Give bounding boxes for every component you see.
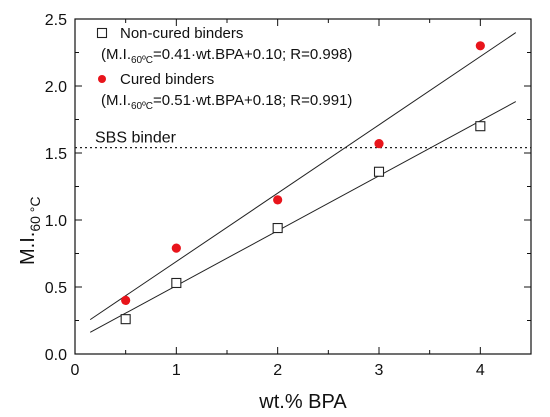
y-tick-label: 1.0: [45, 213, 67, 230]
x-tick-label: 2: [273, 362, 282, 379]
legend-marker-cured: [98, 75, 106, 83]
fit-line: [89, 32, 517, 321]
sbs-reference-label: SBS binder: [95, 130, 177, 147]
legend-fit-equation-non-cured: (M.I.60ºC=0.41·wt.BPA+0.10; R=0.998): [101, 46, 352, 66]
data-point-non-cured: [373, 166, 385, 177]
fit-equation-suffix: =0.51·wt.BPA+0.18; R=0.991): [153, 92, 352, 109]
fit-equation-prefix: (M.I.: [101, 92, 131, 109]
axes: 0 1 2 3 4 0.0 0.5 1.0 1.5 2.0 2.5: [45, 12, 532, 379]
legend-marker-non-cured: [96, 27, 108, 39]
fit-equation-prefix: (M.I.: [101, 46, 131, 63]
axis-titles: wt.% BPA M.I.60 °C: [17, 196, 347, 413]
legend-label-cured: Cured binders: [120, 71, 214, 88]
y-tick-label: 0.5: [45, 280, 67, 297]
fit-line: [89, 101, 517, 333]
data-point-non-cured: [475, 121, 486, 132]
data-point-cured: [374, 139, 384, 149]
data-point-non-cured: [272, 222, 283, 234]
x-tick-label: 0: [71, 362, 80, 379]
y-tick-label: 2.0: [45, 79, 67, 96]
data-point-cured: [171, 243, 181, 253]
data-point-cured: [273, 195, 283, 205]
x-axis-title: wt.% BPA: [258, 391, 347, 413]
y-axis-title-subscript: 60 °C: [27, 196, 43, 231]
x-tick-label: 4: [476, 362, 485, 379]
data-points: [120, 41, 486, 325]
x-tick-label: 3: [375, 362, 384, 379]
fit-equation-subscript: 60ºC: [131, 55, 153, 66]
data-point-non-cured: [171, 277, 182, 289]
x-tick-label: 1: [172, 362, 181, 379]
legend-fit-equation-cured: (M.I.60ºC=0.51·wt.BPA+0.18; R=0.991): [101, 92, 352, 112]
y-tick-label: 1.5: [45, 146, 67, 163]
legend-label-non-cured: Non-cured binders: [120, 25, 243, 42]
data-point-cured: [475, 41, 485, 51]
y-tick-label: 0.0: [45, 347, 67, 364]
y-axis-title: M.I.60 °C: [17, 196, 43, 265]
data-point-cured: [121, 295, 131, 305]
reference-line-group: SBS binder: [75, 130, 531, 149]
data-point-non-cured: [120, 314, 131, 325]
fit-equation-subscript: 60ºC: [131, 101, 153, 112]
fit-equation-suffix: =0.41·wt.BPA+0.10; R=0.998): [153, 46, 352, 63]
fit-lines: [89, 32, 517, 333]
y-tick-label: 2.5: [45, 12, 67, 29]
y-axis-title-main: M.I.: [17, 232, 39, 265]
legend: Non-cured binders (M.I.60ºC=0.41·wt.BPA+…: [96, 25, 352, 112]
